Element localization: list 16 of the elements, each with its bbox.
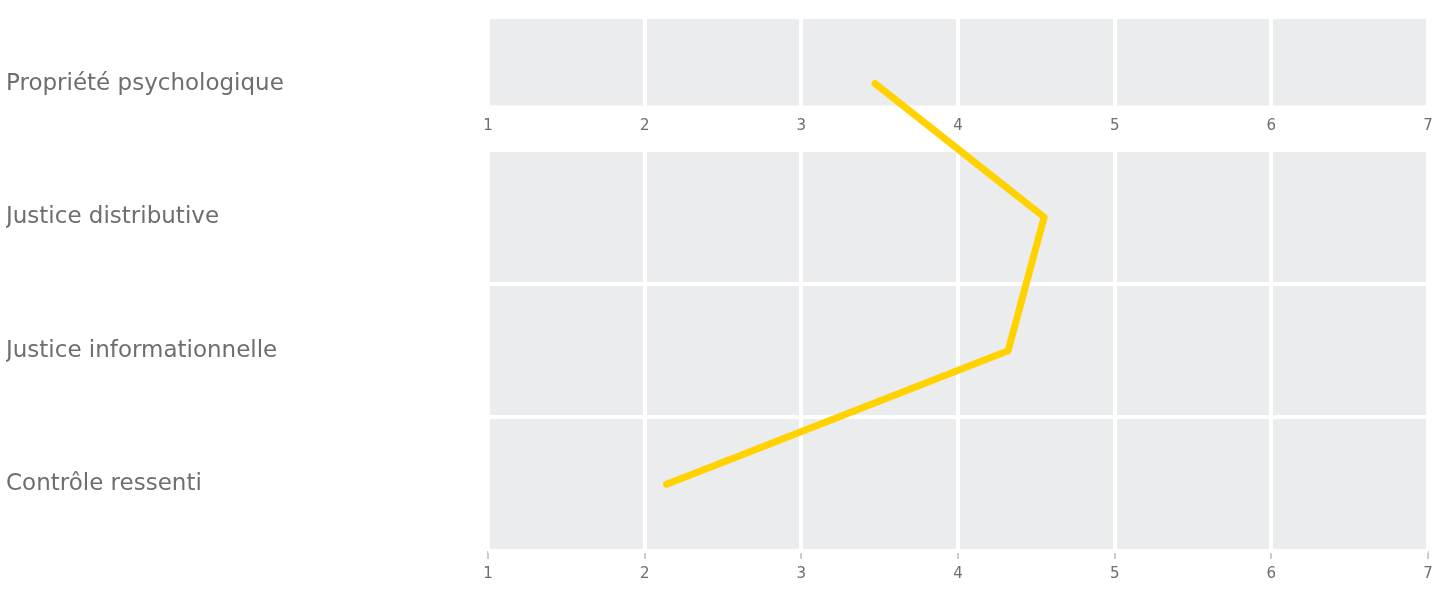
- y-tick-label: Propriété psychologique: [6, 68, 284, 95]
- x2-tick-label: 1: [483, 116, 493, 135]
- x-tick-label: 6: [1266, 563, 1277, 582]
- x-tick-label: 5: [1109, 563, 1120, 582]
- x-tick-label: 7: [1423, 563, 1433, 582]
- x2-tick-label: 4: [953, 116, 963, 135]
- x2-tick-label: 5: [1109, 116, 1120, 135]
- y-tick-label: Contrôle ressenti: [6, 469, 202, 496]
- x-tick-label: 4: [953, 563, 963, 582]
- x-tick-label: 1: [483, 563, 493, 582]
- x2-tick-label: 3: [796, 116, 807, 135]
- x-tick-label: 3: [796, 563, 807, 582]
- x2-tick-label: 6: [1266, 116, 1277, 135]
- x-tick-label: 2: [639, 563, 650, 582]
- x2-tick-label: 2: [639, 116, 650, 135]
- x2-tick-label: 7: [1423, 116, 1433, 135]
